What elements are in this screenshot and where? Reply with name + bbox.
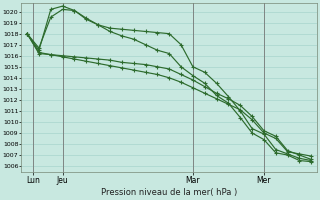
X-axis label: Pression niveau de la mer( hPa ): Pression niveau de la mer( hPa ) [101,188,237,197]
